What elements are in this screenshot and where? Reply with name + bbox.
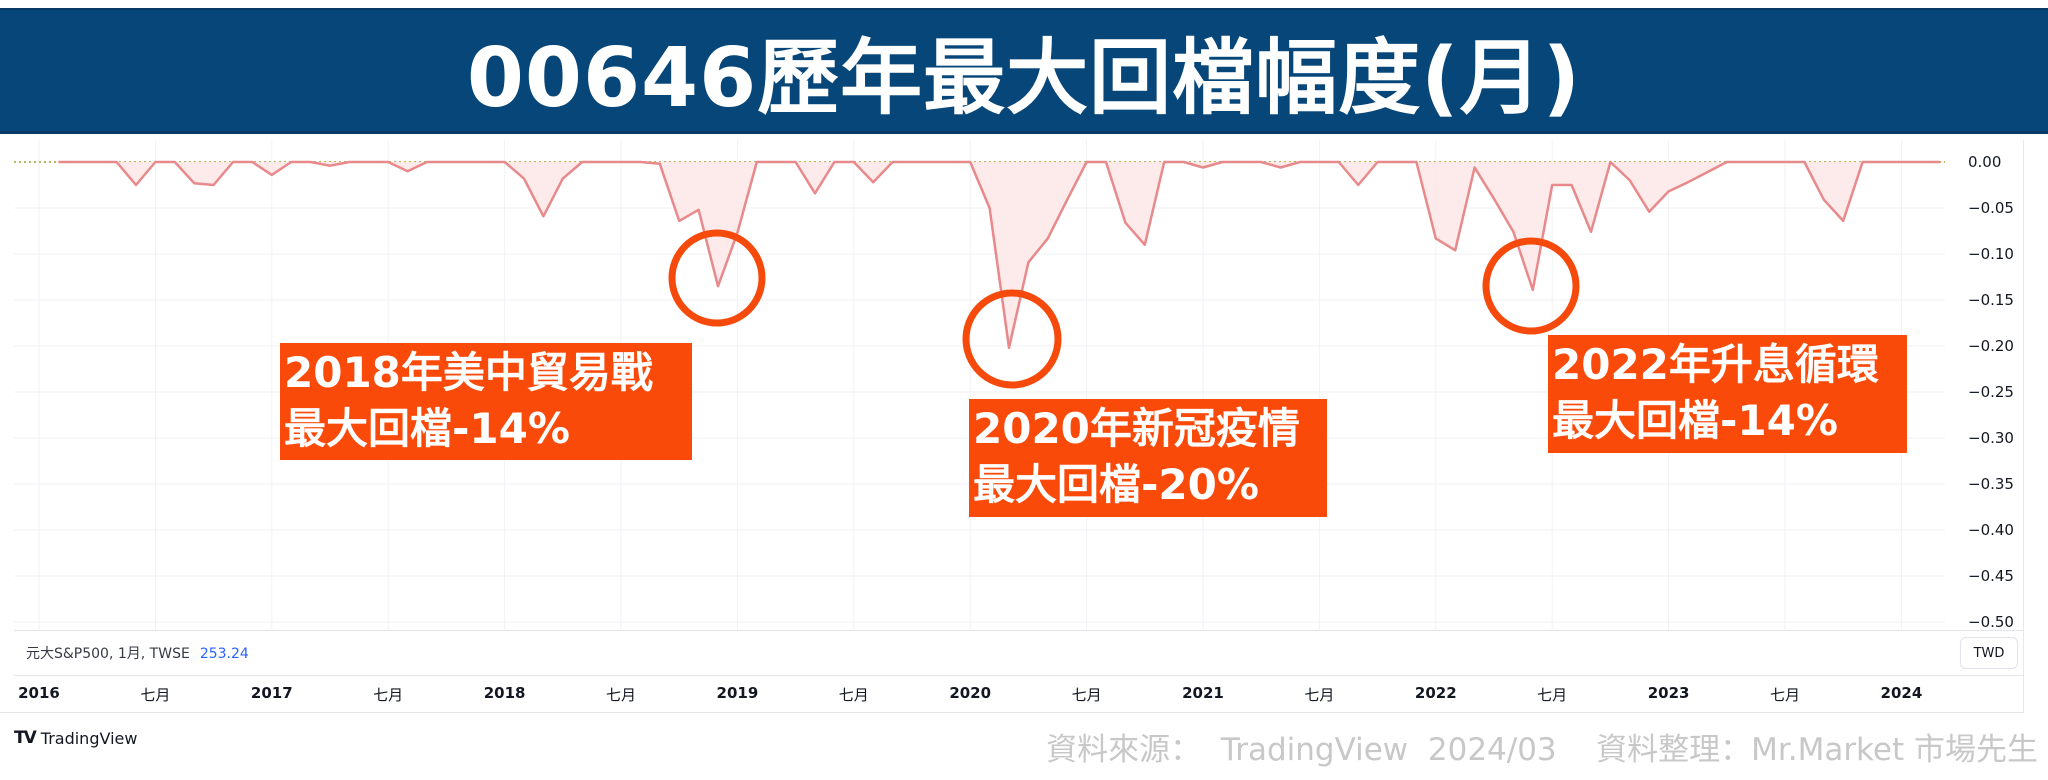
y-tick-label: −0.20 (1968, 337, 2014, 355)
annotation-drawdown: 最大回檔-14% (1552, 396, 1838, 445)
source-note: 資料來源： TradingView 2024/03 資料整理：Mr.Market… (1046, 732, 2038, 768)
x-tick-label: 七月 (1071, 686, 1102, 704)
tradingview-mark-icon: TV (14, 728, 37, 748)
highlight-circle-0 (668, 229, 766, 327)
x-tick-label: 2020 (949, 684, 992, 702)
legend-strip: 元大S&P500, 1月, TWSE 253.24 TWD (14, 630, 2024, 676)
y-tick-label: −0.10 (1968, 245, 2014, 263)
y-tick-label: −0.05 (1968, 199, 2014, 217)
y-tick-label: −0.15 (1968, 291, 2014, 309)
y-tick-label: −0.40 (1968, 521, 2014, 539)
annotation-2022: 2022年升息循環 最大回檔-14% (1548, 335, 1907, 453)
currency-button[interactable]: TWD (1960, 637, 2018, 669)
y-tick-label: −0.45 (1968, 567, 2014, 585)
series-label: 元大S&P500, 1月, TWSE (26, 646, 190, 662)
x-axis[interactable]: 2016 七月 2017 七月 2018 七月 2019 七月 2020 七月 2021 七月 2022… (0, 676, 2024, 713)
x-tick-label: 2021 (1182, 684, 1224, 702)
tradingview-logo[interactable]: TV TradingView (14, 728, 137, 748)
annotation-title: 2018年美中貿易戰 (284, 348, 653, 397)
highlight-circle-1 (962, 289, 1062, 389)
series-last-value: 253.24 (199, 646, 249, 662)
x-tick-label: 七月 (373, 686, 404, 704)
annotation-2020: 2020年新冠疫情 最大回檔-20% (969, 399, 1327, 517)
highlight-circle-2 (1482, 237, 1580, 335)
x-tick-label: 2019 (716, 684, 759, 702)
drawdown-line (58, 160, 1941, 350)
annotation-2018: 2018年美中貿易戰 最大回檔-14% (280, 343, 692, 460)
x-tick-label: 七月 (1537, 686, 1568, 704)
annotation-drawdown: 最大回檔-14% (284, 404, 570, 453)
x-tick-label: 2017 (250, 684, 293, 702)
y-tick-label: 0.00 (1968, 153, 2002, 171)
x-tick-label: 2023 (1647, 684, 1690, 702)
x-tick-label: 2022 (1414, 684, 1457, 702)
page-title: 00646歷年最大回檔幅度(月) (466, 31, 1582, 126)
x-tick-label: 2018 (483, 684, 526, 702)
y-tick-label: −0.50 (1968, 613, 2014, 631)
x-tick-label: 2016 (18, 684, 60, 702)
brand-name: TradingView (40, 728, 138, 748)
annotation-drawdown: 最大回檔-20% (973, 460, 1259, 509)
x-tick-label: 七月 (140, 686, 171, 704)
annotation-title: 2020年新冠疫情 (973, 404, 1300, 453)
series-legend[interactable]: 元大S&P500, 1月, TWSE 253.24 (26, 643, 249, 663)
title-banner: 00646歷年最大回檔幅度(月) (0, 8, 2048, 134)
drawdown-area (58, 162, 1941, 348)
x-tick-label: 七月 (1304, 686, 1335, 704)
y-tick-label: −0.35 (1968, 475, 2014, 493)
y-tick-label: −0.30 (1968, 429, 2014, 447)
annotation-title: 2022年升息循環 (1552, 340, 1879, 389)
x-tick-label: 2024 (1880, 684, 1923, 702)
x-tick-label: 七月 (605, 686, 637, 704)
y-tick-label: −0.25 (1968, 383, 2014, 401)
x-tick-label: 七月 (838, 686, 869, 704)
x-tick-label: 七月 (1769, 686, 1801, 704)
